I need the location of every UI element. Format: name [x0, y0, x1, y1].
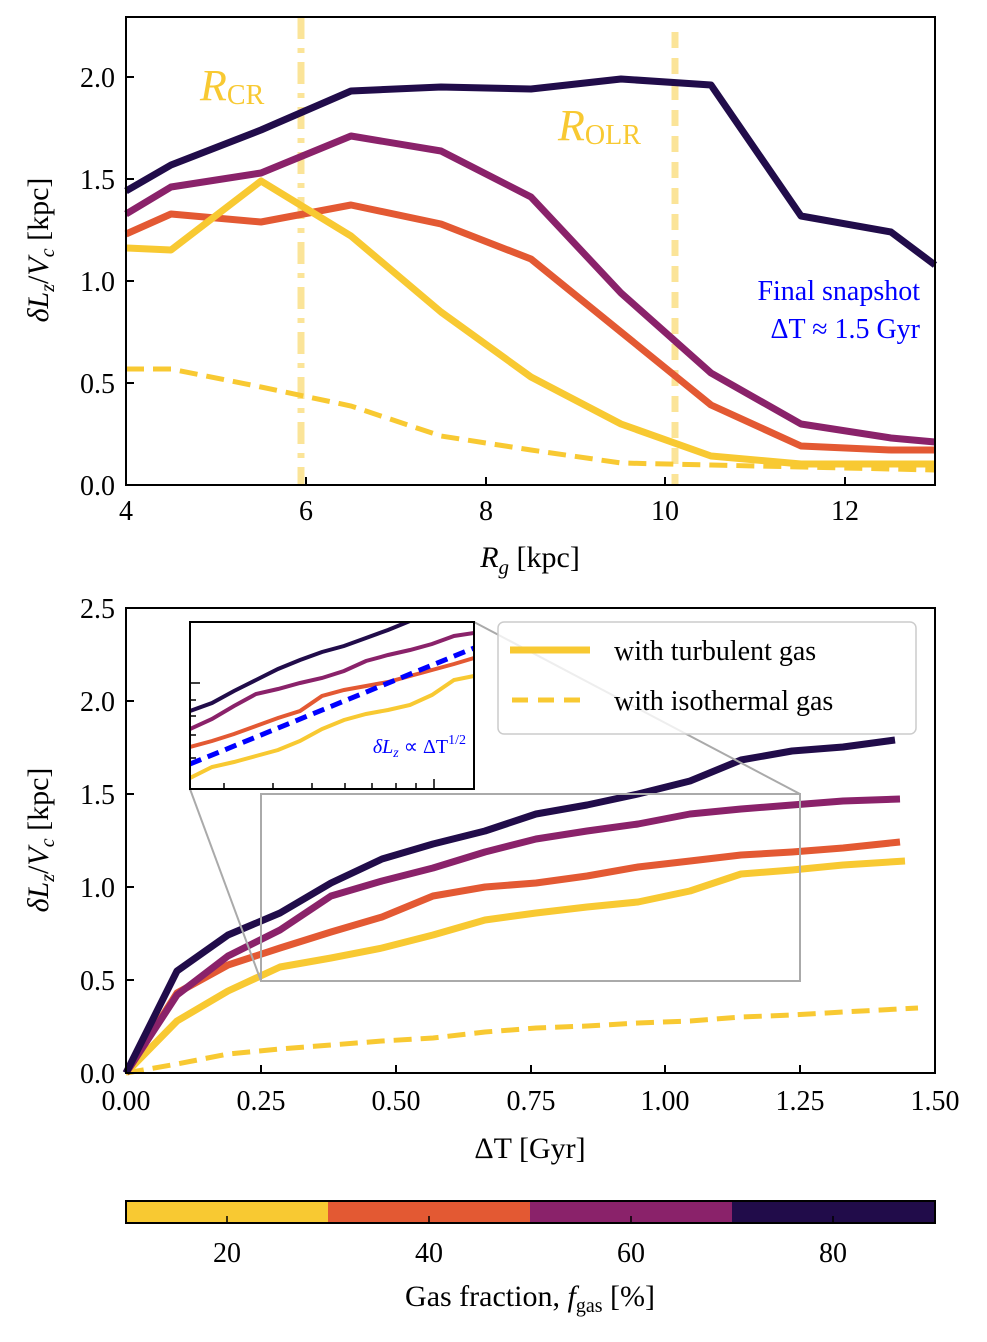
- top-series-40: [124, 201, 935, 454]
- bottom-ytick-label: 0.5: [80, 966, 115, 997]
- top-y-ticks: [126, 76, 134, 486]
- top-ytick-label: 1.5: [80, 165, 115, 196]
- bottom-series-20-isothermal: [125, 1005, 919, 1076]
- colorbar-bin-80: [732, 1201, 935, 1223]
- bottom-xtick-label: 1.50: [911, 1086, 960, 1117]
- colorbar-bin-20: [126, 1201, 328, 1223]
- bottom-xtick-label: 0.75: [507, 1086, 556, 1117]
- bottom-ytick-label: 2.5: [80, 594, 115, 625]
- bottom-panel: δLz ∝ ΔT1/2 with turbulent gas with isot…: [22, 594, 960, 1165]
- bottom-ytick-label: 2.0: [80, 687, 115, 718]
- colorbar-tick-label: 60: [617, 1238, 645, 1269]
- colorbar-bin-60: [530, 1201, 732, 1223]
- rcr-annotation: RCR: [199, 61, 265, 111]
- delta-t-annotation: ΔT ≈ 1.5 Gyr: [770, 314, 920, 345]
- bottom-x-axis-label: ΔT [Gyr]: [474, 1132, 585, 1165]
- bottom-xtick-label: 0.00: [102, 1086, 151, 1117]
- inset-series-40: [191, 656, 473, 749]
- inset-ticks: [190, 682, 435, 789]
- top-ytick-label: 2.0: [80, 63, 115, 94]
- bottom-xtick-label: 1.00: [641, 1086, 690, 1117]
- inset-plot: δLz ∝ ΔT1/2: [189, 621, 475, 790]
- colorbar-frame: [125, 1200, 936, 1224]
- colorbar-label: Gas fraction, fgas [%]: [405, 1280, 655, 1317]
- bottom-series-40: [123, 838, 901, 1075]
- colorbar-tick-label: 20: [213, 1238, 241, 1269]
- inset-series-20: [191, 674, 473, 780]
- top-ytick-label: 0.0: [80, 471, 115, 502]
- top-ytick-label: 0.5: [80, 369, 115, 400]
- top-xtick-label: 8: [479, 496, 493, 527]
- final-snapshot-annotation: Final snapshot: [757, 276, 920, 307]
- top-ytick-label: 1.0: [80, 267, 115, 298]
- bottom-x-ticks: [125, 1065, 936, 1073]
- bottom-xtick-label: 0.25: [237, 1086, 286, 1117]
- top-panel: 4 6 8 10 12 0.0 0.5 1.0 1.5 2.0 Rg [kpc]…: [22, 16, 938, 579]
- top-series-80: [124, 75, 938, 268]
- top-axes-frame: [125, 16, 936, 486]
- legend-label-turbulent: with turbulent gas: [614, 636, 816, 667]
- legend-label-isothermal: with isothermal gas: [614, 686, 833, 717]
- zoom-connector: [189, 788, 262, 982]
- inset-reference-line: [191, 645, 473, 767]
- top-xtick-label: 4: [119, 496, 133, 527]
- bottom-series-80: [122, 736, 896, 1075]
- bottom-series-20: [123, 857, 906, 1076]
- legend: with turbulent gas with isothermal gas: [497, 621, 917, 735]
- bottom-ytick-label: 0.0: [80, 1059, 115, 1090]
- inset-series-60: [191, 631, 473, 731]
- bottom-series-60: [123, 795, 901, 1075]
- zoom-region-box: [260, 793, 801, 982]
- bottom-ytick-label: 1.5: [80, 780, 115, 811]
- bottom-y-axis-label: δLz/Vc [kpc]: [22, 768, 59, 913]
- inset-series-80: [191, 623, 411, 713]
- inset-annotation: δLz ∝ ΔT1/2: [373, 733, 466, 761]
- colorbar-ticks: [226, 1216, 834, 1223]
- bottom-xtick-label: 0.50: [372, 1086, 421, 1117]
- top-series-20: [125, 177, 935, 468]
- top-x-axis-label: Rg [kpc]: [479, 541, 580, 579]
- bottom-xtick-label: 1.25: [776, 1086, 825, 1117]
- top-xtick-label: 12: [831, 496, 859, 527]
- top-series-20-isothermal: [126, 366, 936, 473]
- colorbar-tick-label: 80: [819, 1238, 847, 1269]
- rolr-annotation: ROLR: [557, 101, 641, 151]
- colorbar: 20 40 60 80 Gas fraction, fgas [%]: [125, 1200, 936, 1317]
- top-y-axis-label: δLz/Vc [kpc]: [22, 178, 59, 323]
- top-x-ticks: [125, 477, 846, 485]
- bottom-y-ticks: [126, 607, 134, 1074]
- colorbar-tick-label: 40: [415, 1238, 443, 1269]
- bottom-ytick-label: 1.0: [80, 873, 115, 904]
- top-series-60: [124, 132, 936, 446]
- top-xtick-label: 10: [651, 496, 679, 527]
- top-xtick-label: 6: [299, 496, 313, 527]
- colorbar-bin-40: [328, 1201, 530, 1223]
